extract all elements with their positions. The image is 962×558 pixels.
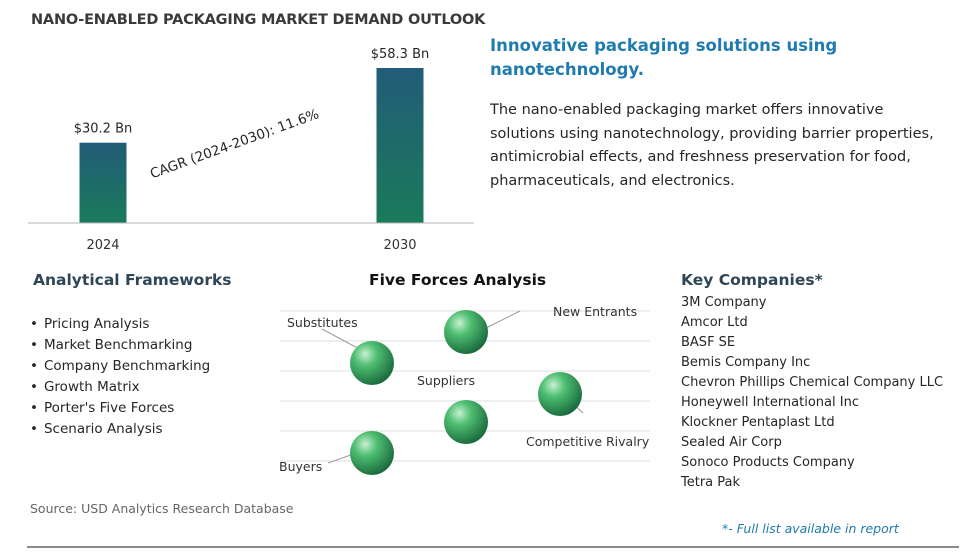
- new-entrants-sphere: [444, 310, 488, 354]
- company-item: BASF SE: [681, 335, 736, 350]
- five-forces-diagram: Substitutes New Entrants Suppliers Compe…: [279, 304, 650, 475]
- cagr-annotation: CAGR (2024-2030): 11.6%: [148, 106, 321, 182]
- force-label-buyers: Buyers: [279, 459, 322, 474]
- headline: Innovative packaging solutions using nan…: [490, 36, 838, 79]
- bar-chart: $30.2 Bn 2024 $58.3 Bn 2030 CAGR (2024-2030…: [28, 47, 474, 253]
- description: The nano-enabled packaging market offers…: [490, 102, 934, 189]
- company-item: Amcor Ltd: [681, 315, 748, 330]
- bar-2024: [79, 142, 127, 223]
- framework-item: Pricing Analysis: [30, 314, 210, 335]
- framework-item: Company Benchmarking: [30, 356, 210, 377]
- bar-value-label: $58.3 Bn: [371, 47, 430, 62]
- competitive-rivalry-sphere: [538, 372, 582, 416]
- force-label-competitive-rivalry: Competitive Rivalry: [526, 434, 650, 449]
- frameworks-list: Pricing AnalysisMarket BenchmarkingCompa…: [30, 314, 210, 440]
- company-item: Bemis Company Inc: [681, 355, 811, 370]
- substitutes-sphere: [350, 341, 394, 385]
- framework-item: Porter's Five Forces: [30, 398, 210, 419]
- five-forces-heading: Five Forces Analysis: [369, 271, 547, 289]
- bar-2030: [376, 68, 424, 223]
- buyers-sphere: [350, 431, 394, 475]
- company-item: Honeywell International Inc: [681, 395, 859, 410]
- company-item: Klockner Pentaplast Ltd: [681, 415, 835, 430]
- frameworks-heading: Analytical Frameworks: [33, 271, 232, 289]
- company-item: Tetra Pak: [681, 475, 741, 490]
- x-tick-label: 2024: [86, 238, 119, 253]
- company-item: Sonoco Products Company: [681, 455, 855, 470]
- framework-item: Scenario Analysis: [30, 419, 210, 440]
- companies-heading: Key Companies*: [681, 271, 823, 289]
- bar-value-label: $30.2 Bn: [74, 122, 133, 137]
- footer-divider: [27, 546, 959, 548]
- company-item: Sealed Air Corp: [681, 435, 782, 450]
- framework-item: Growth Matrix: [30, 377, 210, 398]
- source-note: Source: USD Analytics Research Database: [30, 501, 294, 516]
- force-label-new-entrants: New Entrants: [553, 304, 637, 319]
- footnote: *- Full list available in report: [722, 521, 899, 536]
- x-tick-label: 2030: [383, 238, 416, 253]
- company-item: Chevron Phillips Chemical Company LLC: [681, 375, 944, 390]
- companies-list: 3M Company Amcor Ltd BASF SE Bemis Company …: [681, 293, 943, 493]
- company-item: 3M Company: [681, 295, 767, 310]
- force-label-substitutes: Substitutes: [287, 315, 358, 330]
- force-label-suppliers: Suppliers: [417, 373, 475, 388]
- chart-title: NANO-ENABLED PACKAGING MARKET DEMAND OUT…: [31, 12, 486, 28]
- suppliers-sphere: [444, 400, 488, 444]
- framework-item: Market Benchmarking: [30, 335, 210, 356]
